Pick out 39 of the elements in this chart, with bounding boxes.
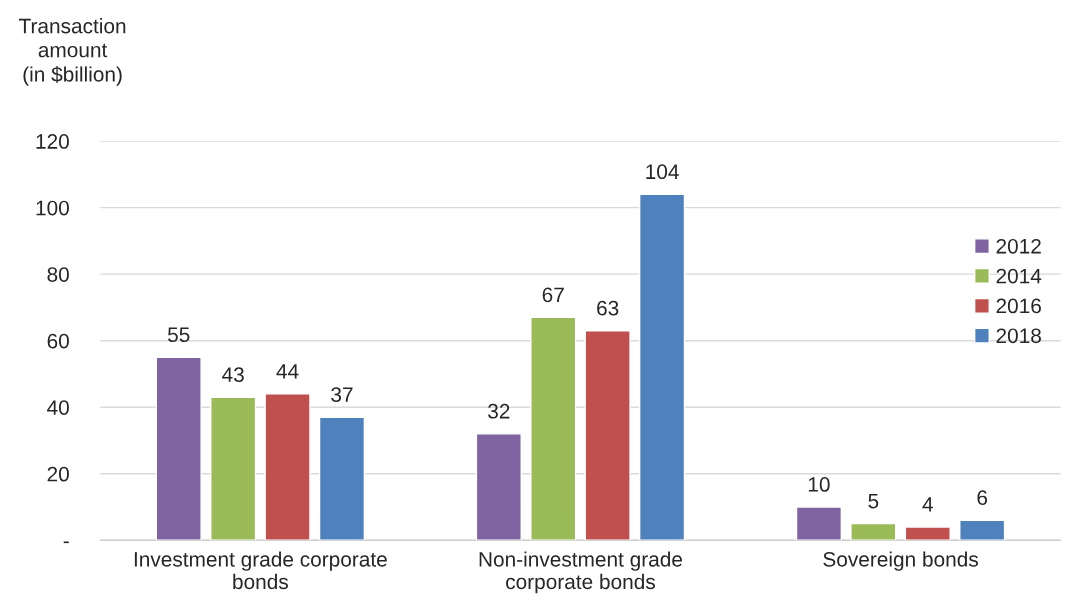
y-tick-label: 120 xyxy=(36,134,69,149)
bar xyxy=(530,316,577,541)
data-label: 104 xyxy=(646,164,679,180)
data-label: 67 xyxy=(542,287,564,303)
legend-label: 2016 xyxy=(996,298,1041,314)
bar xyxy=(904,526,951,541)
data-label: 44 xyxy=(276,364,299,379)
y-tick-label: 60 xyxy=(47,333,69,349)
data-label: 6 xyxy=(977,490,988,506)
data-label: 32 xyxy=(488,403,510,419)
bar xyxy=(264,393,311,541)
bar xyxy=(959,519,1006,541)
data-label: 63 xyxy=(597,300,619,316)
x-tick-label: Sovereign bonds xyxy=(823,551,978,571)
bar xyxy=(638,193,686,541)
data-label: 5 xyxy=(868,493,879,509)
bar xyxy=(210,396,257,541)
data-label: 10 xyxy=(808,477,830,492)
y-tick-label: - xyxy=(63,541,69,544)
bar xyxy=(475,433,522,541)
x-tick-label: Investment grade corporate bonds xyxy=(134,551,387,590)
bar xyxy=(850,522,897,541)
legend-label: 2012 xyxy=(996,238,1041,254)
y-tick-label: 40 xyxy=(47,400,69,415)
data-label: 37 xyxy=(331,387,353,402)
data-label: 55 xyxy=(167,327,190,343)
bar xyxy=(584,330,631,541)
y-tick-label: 80 xyxy=(47,267,69,282)
bar xyxy=(155,356,202,541)
y-tick-label: 100 xyxy=(36,200,69,216)
legend-label: 2018 xyxy=(996,328,1041,344)
bar xyxy=(795,506,843,541)
y-axis-title: Transaction amount (in $billion) xyxy=(19,18,126,86)
data-label: 4 xyxy=(922,497,933,512)
x-tick-label: Non-investment grade corporate bonds xyxy=(479,551,683,594)
y-tick-label: 20 xyxy=(47,466,69,482)
bar xyxy=(318,416,366,541)
data-label: 43 xyxy=(222,367,244,383)
legend-label: 2014 xyxy=(996,268,1042,284)
